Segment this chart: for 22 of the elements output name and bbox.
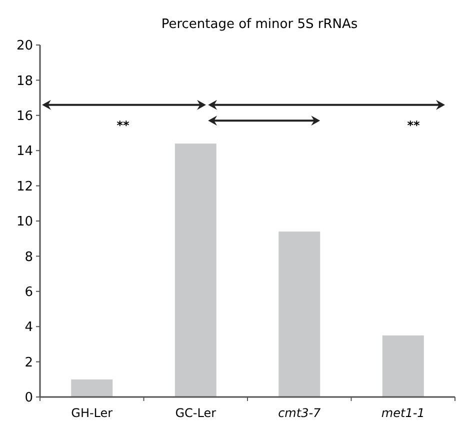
y-tick-label: 8 <box>24 250 33 265</box>
bar <box>71 379 113 397</box>
y-tick-label: 20 <box>16 38 33 54</box>
x-tick-label: GH-Ler <box>71 406 113 420</box>
y-tick-label: 16 <box>16 108 33 124</box>
y-tick-label: 0 <box>24 390 33 406</box>
x-tick-label: met1-1 <box>381 406 425 420</box>
bar <box>278 232 320 397</box>
x-tick-label: GC-Ler <box>175 406 216 420</box>
chart-title: Percentage of minor 5S rRNAs <box>161 17 358 32</box>
annotation: ** <box>116 118 130 132</box>
y-tick-label: 10 <box>16 214 33 230</box>
bar <box>174 144 216 397</box>
y-tick-label: 6 <box>24 284 33 300</box>
y-tick-label: 2 <box>24 355 33 370</box>
y-tick-label: 12 <box>16 179 33 194</box>
y-tick-label: 4 <box>24 320 33 336</box>
bar <box>382 335 424 397</box>
annotation: ** <box>407 118 420 132</box>
x-tick-label: cmt3-7 <box>278 406 322 420</box>
y-tick-label: 14 <box>16 144 33 160</box>
y-tick-label: 18 <box>16 74 33 89</box>
